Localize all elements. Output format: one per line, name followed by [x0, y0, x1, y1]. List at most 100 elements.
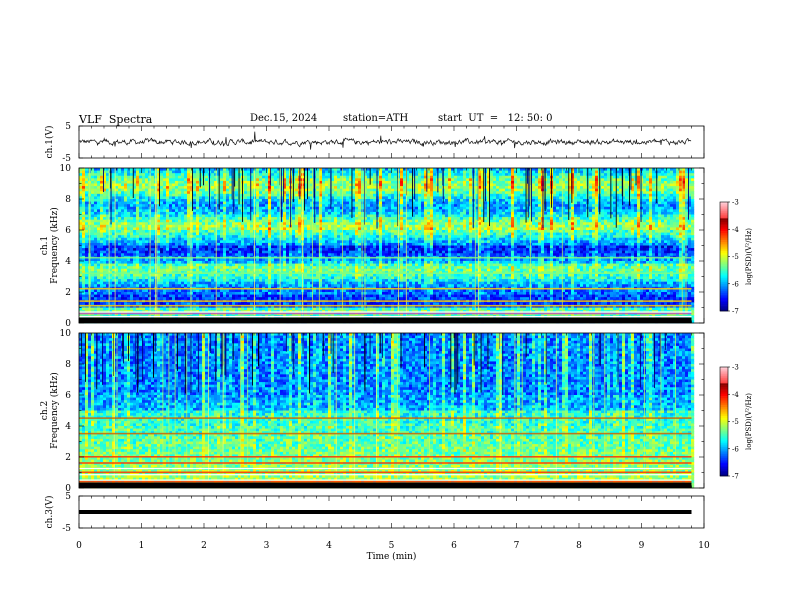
ch1-spectrogram-streak — [525, 168, 527, 223]
ch2-spectrogram-colorbar-cell — [720, 470, 728, 473]
ch1-spectrogram-streak — [551, 168, 552, 208]
ch2-spectrogram-colorbar-cell — [720, 441, 728, 444]
ch2-spectrogram-sferic — [113, 333, 115, 481]
xtick-label: 2 — [201, 541, 207, 551]
station-label: station=ATH — [343, 113, 408, 124]
ch2-spectrogram-streak — [224, 333, 226, 376]
ch2-spectrogram-streak — [215, 333, 217, 372]
ch2-spectrogram-colorbar-cell — [720, 432, 728, 435]
ch1-spectrogram-sferic — [156, 168, 158, 316]
x-axis-label: Time (min) — [367, 551, 417, 562]
ch2-spectrogram-sferic — [660, 333, 662, 481]
ch2-spectrogram-streak — [457, 333, 459, 384]
ch2-spectrogram-streak — [525, 333, 527, 358]
ch1-spectrogram-streak — [568, 168, 570, 220]
ch2-spectrogram-streak — [400, 333, 402, 368]
ch1-spectrogram-colorbar-cell — [720, 218, 728, 221]
ch1-spectrogram-colorbar-cell — [720, 249, 728, 252]
ch2-spectrogram-colorbar-cell — [720, 410, 728, 413]
ch1-spectrogram-streak — [615, 168, 617, 228]
ch1-spectrogram-colorbar-cell — [720, 265, 728, 268]
ch2-spectrogram-stripe — [79, 467, 692, 470]
ch1-spectrogram-colorbar-cell — [720, 271, 728, 274]
ch2-spectrogram-streak — [210, 333, 212, 353]
ch1-spectrogram-colorbar-cell — [720, 292, 728, 295]
ch3-waveform — [79, 496, 704, 528]
ch2-spectrogram-colorbar-label: log(PSD)(V²/Hz) — [745, 393, 753, 450]
ch1-spectrogram-streak — [103, 168, 104, 192]
ch1-spectrogram-colorbar-cell — [720, 245, 728, 248]
ch1-spectrogram-ytick-label: 4 — [65, 257, 71, 267]
ch2-spectrogram-sferic — [247, 333, 249, 481]
ch2-spectrogram-band — [79, 480, 692, 483]
ch1-spectrogram-streak — [529, 168, 531, 207]
xtick-label: 6 — [451, 541, 457, 551]
ch2-spectrogram-streak — [142, 333, 144, 382]
ch2-spectrogram-colorbar-cell — [720, 396, 728, 399]
ch1-spectrogram-colorbar-cell — [720, 205, 728, 208]
ch1-spectrogram-band — [79, 304, 692, 307]
ch1-spectrogram-colorbar-cell — [720, 300, 728, 303]
ch1-spectrogram-streak — [527, 168, 529, 218]
ch2-spectrogram-streak — [96, 333, 98, 373]
ch1-spectrogram-band — [79, 312, 692, 315]
ch1-spectrogram-colorbar-tick-label: -7 — [732, 308, 739, 316]
ch1-spectrogram-colorbar-cell — [720, 272, 728, 275]
ch2-spectrogram-colorbar-cell — [720, 428, 728, 431]
ch2-spectrogram-streak — [600, 333, 601, 366]
ch2-spectrogram-band — [79, 471, 692, 474]
ch1-spectrogram-colorbar-cell — [720, 261, 728, 265]
ch1-spectrogram-colorbar-cell — [720, 283, 728, 286]
ch2-spectrogram-sferic — [240, 333, 241, 481]
ch2-spectrogram-sferic — [208, 333, 209, 481]
ch2-spectrogram — [79, 333, 704, 489]
ch1-spectrogram-band — [79, 300, 692, 302]
ch1-spectrogram-colorbar-cell — [720, 309, 728, 312]
ch1-spectrogram-colorbar-cell — [720, 243, 728, 246]
start-ut-label: start UT = 12: 50: 0 — [438, 113, 553, 124]
ch2-spectrogram-streak — [502, 333, 504, 395]
ch1-spectrogram-streak — [351, 168, 353, 218]
ch2-spectrogram-sferic — [604, 333, 606, 481]
ch1-spectrogram-sferic — [114, 168, 116, 316]
ch2-spectrogram-colorbar-cell — [720, 474, 728, 477]
ch2-spectrogram-colorbar-cell — [720, 379, 728, 382]
ch2-spectrogram-streak — [450, 333, 452, 389]
ch2-spectrogram-colorbar-cell — [720, 430, 728, 433]
ch2-spectrogram-streak — [293, 333, 295, 376]
ch2-spectrogram-sferic — [186, 333, 188, 481]
ch3-waveform-ytick-label: -5 — [62, 524, 71, 534]
ch1-waveform-ytick-label: 5 — [65, 122, 71, 132]
ch1-spectrogram-streak — [313, 168, 315, 198]
ch2-spectrogram-streak — [424, 333, 425, 368]
ch1-spectrogram-sferic — [364, 168, 366, 316]
ch1-spectrogram-colorbar-cell — [720, 211, 728, 214]
ch2-spectrogram-ytick-label: 4 — [65, 422, 71, 432]
ch1-spectrogram-sferic — [361, 168, 363, 316]
ch1-spectrogram-colorbar-cell — [720, 289, 728, 292]
xtick-label: 5 — [389, 541, 395, 551]
ch2-spectrogram-streak — [364, 333, 366, 387]
ch2-spectrogram-streak — [302, 333, 304, 355]
ch2-spectrogram-ytick-label: 0 — [65, 484, 71, 494]
ch1-spectrogram-colorbar-cell — [720, 232, 728, 235]
ch1-spectrogram-streak — [397, 168, 399, 227]
ch1-spectrogram-colorbar-cell — [720, 252, 728, 255]
ch1-spectrogram-streak — [531, 168, 532, 222]
ch1-spectrogram-streak — [307, 168, 308, 200]
ch1-waveform-ylabel: ch.1(V) — [44, 126, 55, 159]
xtick-label: 10 — [698, 541, 710, 551]
ch2-spectrogram-colorbar-cell — [720, 392, 728, 395]
ch2-spectrogram-sferic — [514, 333, 516, 481]
ch2-spectrogram-colorbar-cell — [720, 372, 728, 375]
ch2-spectrogram-colorbar-tick-label: -5 — [732, 418, 739, 426]
ch1-spectrogram-colorbar-cell — [720, 236, 728, 239]
ch1-spectrogram-colorbar-cell — [720, 212, 728, 216]
ch2-spectrogram-sferic — [644, 333, 645, 481]
ch1-spectrogram-colorbar-cell — [720, 301, 728, 305]
ch2-spectrogram-colorbar-cell — [720, 405, 728, 408]
ch2-spectrogram-channel-label: ch.2 — [40, 401, 50, 420]
ch1-spectrogram-streak — [437, 168, 439, 193]
xtick-label: 4 — [326, 541, 332, 551]
ch2-spectrogram-colorbar-cell — [720, 399, 728, 402]
